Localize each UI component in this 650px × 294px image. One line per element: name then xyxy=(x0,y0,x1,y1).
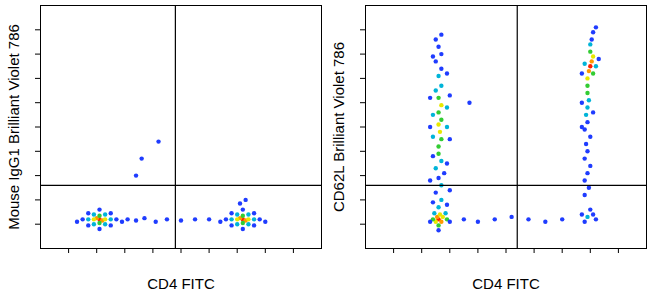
svg-text:Mouse IgG1 Brilliant Violet 78: Mouse IgG1 Brilliant Violet 786 xyxy=(5,24,22,230)
svg-text:CD4 FITC: CD4 FITC xyxy=(472,275,540,292)
svg-text:CD4 FITC: CD4 FITC xyxy=(147,275,215,292)
svg-text:CD62L Brilliant Violet 786: CD62L Brilliant Violet 786 xyxy=(330,42,347,212)
